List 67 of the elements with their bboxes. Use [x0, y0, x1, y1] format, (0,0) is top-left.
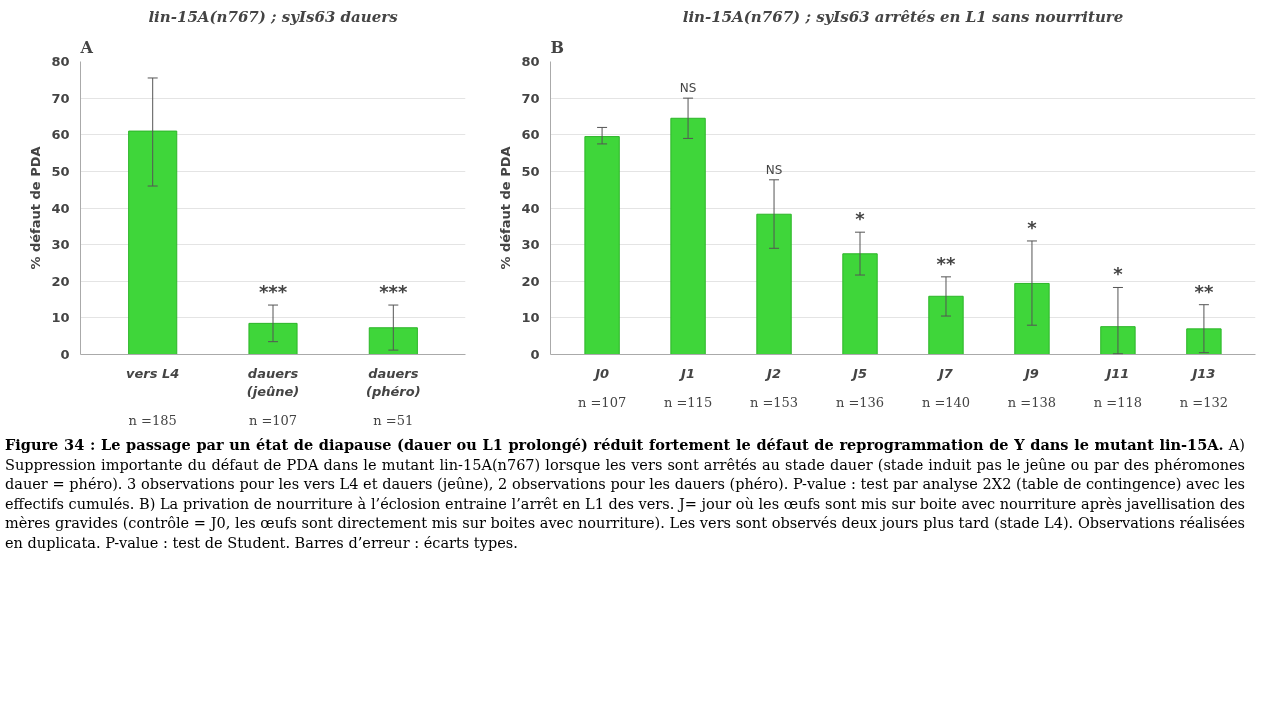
y-tick-label: 10 — [51, 310, 70, 326]
bar — [128, 130, 178, 355]
text: n =136 — [835, 394, 885, 410]
bar — [756, 213, 792, 355]
bar — [248, 322, 298, 355]
bar — [584, 136, 620, 355]
chart-title: lin-15A(n767) ; syIs63 dauers — [148, 7, 399, 26]
bar — [1100, 326, 1136, 355]
bar — [928, 295, 964, 355]
x-tick-label: J11 — [1103, 365, 1130, 381]
x-tick-label: dauers (jeûne) — [246, 365, 300, 399]
y-tick-label: 0 — [60, 347, 70, 362]
text: n =140 — [921, 394, 971, 410]
x-tick-label: J9 — [1022, 365, 1039, 381]
data-label: *** — [379, 281, 409, 303]
data-label: NS — [679, 81, 697, 96]
bar — [670, 117, 706, 355]
data-label: * — [855, 208, 866, 230]
bar — [1014, 282, 1050, 355]
y-tick-label: 50 — [51, 163, 70, 179]
text: n =132 — [1179, 394, 1229, 410]
data-label: * — [1113, 263, 1124, 285]
y-tick-label: 70 — [521, 90, 540, 106]
y-axis-title: % défaut de PDA — [28, 146, 44, 270]
text: B — [550, 37, 565, 57]
x-tick-label: J7 — [936, 365, 954, 381]
x-tick-label: J13 — [1189, 365, 1216, 381]
text: n =115 — [663, 394, 713, 410]
y-tick-label: 40 — [51, 200, 70, 216]
text: n =185 — [128, 412, 177, 428]
x-tick-label: J0 — [592, 365, 610, 381]
data-label: ** — [1194, 280, 1214, 302]
text: n =107 — [577, 394, 627, 410]
y-tick-label: 20 — [521, 273, 540, 289]
y-tick-label: 0 — [530, 347, 540, 362]
y-tick-label: 10 — [521, 310, 540, 326]
chart-title: lin-15A(n767) ; syIs63 arrêtés en L1 sans nourriture — [682, 7, 1124, 26]
x-tick-label: vers L4 — [126, 365, 180, 381]
text: n =107 — [248, 412, 298, 428]
y-tick-label: 60 — [51, 127, 70, 143]
bar — [368, 327, 418, 355]
y-tick-label: 50 — [521, 163, 540, 179]
y-tick-label: 70 — [51, 90, 70, 106]
text: n =118 — [1093, 394, 1143, 410]
bar — [1186, 328, 1222, 355]
y-tick-label: 80 — [521, 54, 540, 69]
data-label: ** — [936, 252, 956, 274]
text: n =138 — [1007, 394, 1057, 410]
caption: Figure 34 : Le passage par un état de diapause (dauer ou L1 prolongé) réduit fortement le défaut de reprogrammation de Y dans le mutant lin-15A. — [5, 436, 1224, 453]
x-tick-label: J1 — [678, 365, 696, 381]
y-tick-label: 20 — [51, 273, 70, 289]
text: A — [79, 37, 94, 57]
y-tick-label: 60 — [521, 127, 540, 143]
data-label: *** — [258, 281, 288, 303]
data-label: NS — [765, 162, 783, 177]
y-tick-label: 30 — [521, 237, 540, 253]
bar — [842, 253, 878, 355]
data-label: * — [1027, 216, 1038, 238]
text: n =51 — [373, 412, 414, 428]
y-axis-title: % défaut de PDA — [498, 146, 514, 270]
text: n =153 — [749, 394, 799, 410]
y-tick-label: 80 — [51, 54, 70, 69]
x-tick-label: dauers (phéro) — [366, 365, 421, 399]
y-tick-label: 40 — [521, 200, 540, 216]
x-tick-label: J2 — [764, 365, 781, 381]
y-tick-label: 30 — [51, 237, 70, 253]
x-tick-label: J5 — [850, 365, 867, 381]
